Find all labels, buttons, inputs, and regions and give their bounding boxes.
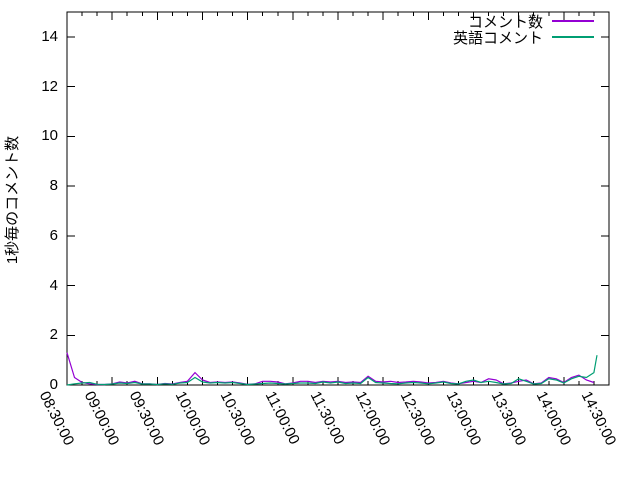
y-tick-label: 6 — [49, 226, 58, 244]
y-tick-label: 14 — [41, 27, 58, 45]
legend: コメント数 英語コメント — [452, 13, 594, 47]
y-tick-label: 0 — [49, 376, 58, 393]
legend-line-sample-english-comments — [552, 36, 594, 38]
legend-line-sample-comments — [552, 20, 594, 22]
y-tick-label: 4 — [49, 276, 58, 294]
legend-label-english-comments: 英語コメント — [452, 29, 543, 47]
legend-entry-comments: コメント数 — [453, 13, 594, 31]
y-tick-label: 10 — [41, 127, 58, 145]
y-tick-label: 12 — [41, 77, 58, 95]
y-tick-label: 2 — [49, 326, 58, 344]
y-tick-label: 8 — [49, 177, 58, 195]
legend-entry-english-comments: 英語コメント — [452, 29, 594, 47]
legend-label-comments: コメント数 — [467, 13, 543, 31]
